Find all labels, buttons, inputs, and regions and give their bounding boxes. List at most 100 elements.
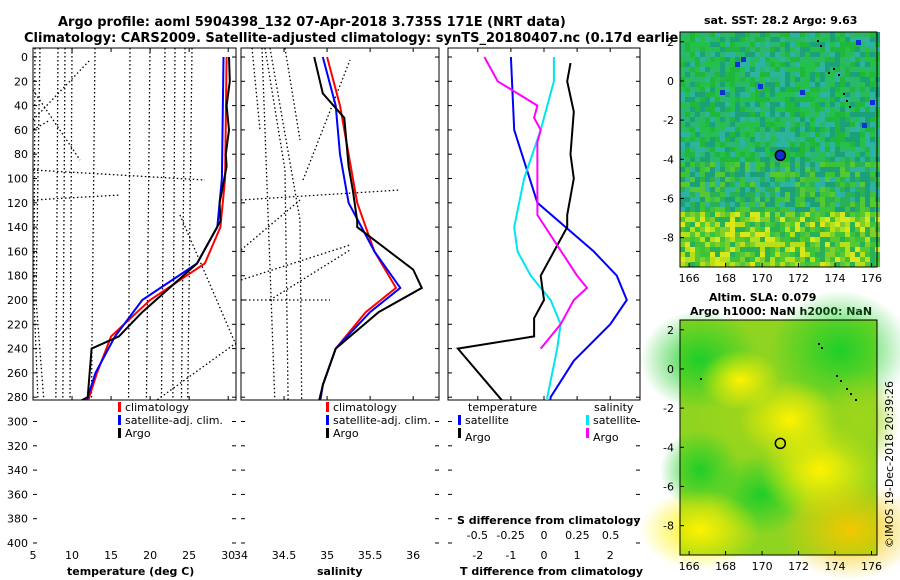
sst-pixel bbox=[800, 187, 805, 192]
sst-pixel bbox=[815, 252, 820, 257]
sst-pixel bbox=[850, 42, 855, 47]
sst-pixel bbox=[715, 182, 720, 187]
sst-pixel bbox=[810, 237, 815, 242]
sst-pixel bbox=[745, 117, 750, 122]
sst-pixel bbox=[790, 237, 795, 242]
sst-pixel bbox=[810, 212, 815, 217]
sst-pixel bbox=[685, 222, 690, 227]
sst-pixel bbox=[750, 102, 755, 107]
sst-pixel bbox=[815, 37, 820, 42]
sst-pixel bbox=[735, 197, 740, 202]
sst-pixel bbox=[870, 57, 875, 62]
sst-pixel bbox=[685, 247, 690, 252]
sst-pixel bbox=[860, 62, 865, 67]
salinity-xlabel: salinity bbox=[317, 565, 363, 578]
sst-pixel bbox=[735, 47, 740, 52]
sst-pixel bbox=[845, 117, 850, 122]
sst-pixel bbox=[730, 252, 735, 257]
sst-pixel bbox=[705, 32, 710, 37]
sst-pixel bbox=[855, 67, 860, 72]
sst-pixel bbox=[825, 82, 830, 87]
sst-pixel bbox=[795, 37, 800, 42]
sst-pixel bbox=[830, 202, 835, 207]
sst-pixel bbox=[810, 227, 815, 232]
sst-pixel bbox=[705, 152, 710, 157]
sst-pixel bbox=[790, 137, 795, 142]
sst-pixel bbox=[785, 87, 790, 92]
sst-pixel bbox=[715, 142, 720, 147]
sst-pixel bbox=[850, 57, 855, 62]
sst-pixel bbox=[745, 187, 750, 192]
sst-pixel bbox=[680, 72, 685, 77]
sst-pixel bbox=[790, 192, 795, 197]
sst-pixel bbox=[750, 222, 755, 227]
sst-pixel bbox=[845, 107, 850, 112]
sst-pixel bbox=[790, 152, 795, 157]
sst-pixel bbox=[870, 117, 875, 122]
sst-pixel bbox=[810, 132, 815, 137]
sst-pixel bbox=[775, 182, 780, 187]
sst-pixel bbox=[835, 172, 840, 177]
sst-pixel bbox=[770, 137, 775, 142]
sst-pixel bbox=[785, 102, 790, 107]
sst-pixel bbox=[680, 127, 685, 132]
sst-pixel bbox=[860, 87, 865, 92]
sst-pixel bbox=[850, 197, 855, 202]
sst-pixel bbox=[795, 222, 800, 227]
sst-pixel bbox=[690, 247, 695, 252]
sst-pixel bbox=[685, 97, 690, 102]
sst-pixel bbox=[785, 217, 790, 222]
sst-pixel bbox=[750, 62, 755, 67]
sst-pixel bbox=[705, 172, 710, 177]
sst-pixel bbox=[710, 212, 715, 217]
sst-pixel bbox=[725, 127, 730, 132]
sst-pixel bbox=[680, 32, 685, 37]
sst-pixel bbox=[695, 162, 700, 167]
legend-salinity-heading: salinity bbox=[594, 401, 634, 414]
sst-pixel bbox=[845, 142, 850, 147]
sst-pixel bbox=[710, 187, 715, 192]
sst-pixel bbox=[695, 257, 700, 262]
coastline-dot bbox=[849, 106, 851, 108]
sst-pixel bbox=[810, 47, 815, 52]
sst-pixel bbox=[725, 202, 730, 207]
sst-pixel bbox=[720, 112, 725, 117]
sst-pixel bbox=[845, 202, 850, 207]
sst-pixel bbox=[755, 57, 760, 62]
sst-pixel bbox=[715, 217, 720, 222]
sst-pixel bbox=[745, 82, 750, 87]
sst-pixel bbox=[785, 247, 790, 252]
sst-pixel bbox=[730, 142, 735, 147]
sst-pixel bbox=[800, 37, 805, 42]
sst-pixel bbox=[785, 192, 790, 197]
sst-pixel bbox=[860, 32, 865, 37]
sst-pixel bbox=[855, 57, 860, 62]
sst-pixel bbox=[715, 157, 720, 162]
sst-pixel bbox=[700, 137, 705, 142]
sst-pixel bbox=[720, 227, 725, 232]
map-x-tick-label: 168 bbox=[715, 560, 736, 573]
sst-pixel bbox=[715, 132, 720, 137]
sst-pixel bbox=[700, 117, 705, 122]
sst-pixel bbox=[865, 197, 870, 202]
sst-pixel bbox=[735, 182, 740, 187]
sst-pixel bbox=[855, 247, 860, 252]
sst-pixel bbox=[680, 252, 685, 257]
sst-pixel bbox=[715, 117, 720, 122]
sst-pixel bbox=[720, 57, 725, 62]
sst-pixel bbox=[840, 62, 845, 67]
sst-pixel bbox=[745, 122, 750, 127]
sst-pixel bbox=[840, 92, 845, 97]
map-x-tick-label: 166 bbox=[679, 560, 700, 573]
sst-pixel bbox=[855, 117, 860, 122]
sst-pixel bbox=[695, 127, 700, 132]
sst-pixel bbox=[680, 222, 685, 227]
sst-pixel bbox=[725, 162, 730, 167]
sst-pixel bbox=[810, 122, 815, 127]
sst-pixel bbox=[770, 37, 775, 42]
sst-pixel bbox=[685, 207, 690, 212]
sst-pixel bbox=[870, 142, 875, 147]
sst-pixel bbox=[860, 152, 865, 157]
sst-pixel bbox=[730, 187, 735, 192]
sst-pixel bbox=[825, 67, 830, 72]
